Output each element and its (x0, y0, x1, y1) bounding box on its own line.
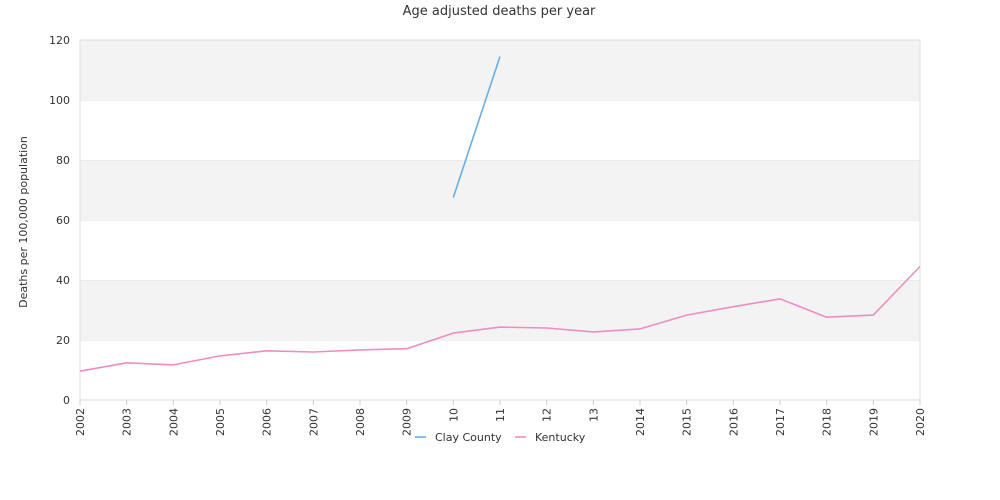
y-tick-label: 100 (49, 94, 70, 107)
y-axis: 0 20 40 60 80 100 120 (49, 34, 70, 407)
chart-title: Age adjusted deaths per year (403, 4, 596, 19)
grid-band (80, 220, 920, 280)
series-line-clay-county (452, 56, 501, 198)
legend: Clay County Kentucky (415, 431, 586, 444)
y-tick-label: 80 (56, 154, 70, 167)
x-tick-label: 2018 (821, 408, 834, 436)
x-tick-label: 2004 (167, 408, 180, 436)
legend-label-kentucky: Kentucky (535, 431, 586, 444)
grid-band (80, 160, 920, 220)
y-tick-label: 20 (56, 334, 70, 347)
x-tick-label: 2003 (121, 408, 134, 436)
x-tick-label: 2007 (307, 408, 320, 436)
grid-bands (80, 39, 920, 400)
x-tick-label: 12 (541, 408, 554, 422)
x-tick-label: 13 (587, 408, 600, 422)
x-tick-label: 2017 (774, 408, 787, 436)
grid-band (80, 340, 920, 400)
x-tick-label: 2002 (74, 408, 87, 436)
grid-band (80, 100, 920, 160)
grid-band (80, 280, 920, 340)
y-tick-label: 60 (56, 214, 70, 227)
legend-label-clay-county: Clay County (435, 431, 502, 444)
series-line-kentucky (79, 265, 921, 372)
x-tick-label: 2020 (914, 408, 927, 436)
x-axis: 2002 2003 2004 2005 2006 2007 2008 2009 10 11 12 13… (74, 400, 927, 436)
x-tick-label: 2019 (867, 408, 880, 436)
x-tick-label: 2015 (681, 408, 694, 436)
y-tick-label: 40 (56, 274, 70, 287)
series-lines (79, 56, 921, 372)
x-tick-label: 2016 (727, 408, 740, 436)
x-tick-label: 2005 (214, 408, 227, 436)
x-tick-label: 2008 (354, 408, 367, 436)
x-tick-label: 2006 (261, 408, 274, 436)
x-tick-label: 10 (447, 408, 460, 422)
y-axis-label: Deaths per 100,000 population (17, 136, 30, 308)
y-tick-label: 120 (49, 34, 70, 47)
x-tick-label: 2014 (634, 408, 647, 436)
grid-band (80, 40, 920, 100)
x-tick-label: 2009 (401, 408, 414, 436)
y-tick-label: 0 (63, 394, 70, 407)
x-tick-label: 11 (494, 408, 507, 422)
